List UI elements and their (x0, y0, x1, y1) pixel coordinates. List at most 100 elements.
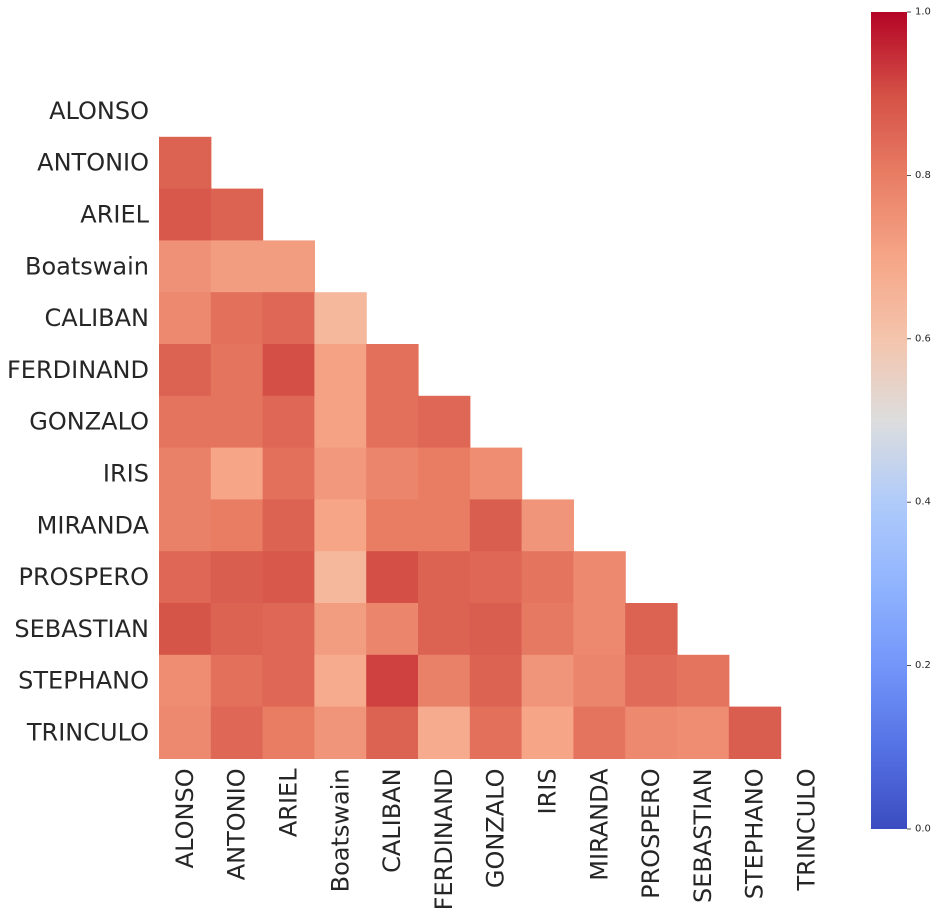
heatmap-cell-trinculo-stephano (728, 706, 782, 759)
heatmap-cell-trinculo-boatswain (314, 706, 367, 759)
heatmap-cell-trinculo-iris (521, 706, 574, 759)
heatmap-cell-iris-alonso (159, 447, 212, 500)
heatmap-cell-sebastian-ferdinand (418, 603, 471, 656)
row-label-miranda: MIRANDA (37, 511, 150, 539)
heatmap-cell-miranda-ariel (262, 499, 315, 552)
column-label-alonso: ALONSO (171, 768, 199, 868)
colorbar: 0.0 0.2 0.4 0.6 0.8 1.0 (871, 7, 931, 835)
heatmap-cell-gonzalo-alonso (159, 395, 212, 449)
heatmap-cell-gonzalo-antonio (210, 395, 264, 449)
heatmap-cell-ferdinand-antonio (210, 344, 264, 397)
heatmap-cell-ferdinand-boatswain (314, 344, 367, 397)
heatmap-cell-sebastian-boatswain (314, 603, 367, 656)
heatmap-cell-miranda-gonzalo (469, 499, 523, 552)
column-label-trinculo: TRINCULO (793, 768, 821, 891)
heatmap-cell-stephano-antonio (210, 654, 264, 708)
heatmap-cell-iris-ariel (262, 447, 315, 500)
heatmap-cell-caliban-boatswain (314, 292, 367, 345)
heatmap-cell-trinculo-caliban (366, 706, 419, 759)
heatmap-cell-prospero-alonso (159, 551, 212, 604)
heatmap-cell-caliban-alonso (159, 292, 212, 345)
heatmap-cell-boatswain-alonso (159, 240, 212, 293)
column-label-boatswain: Boatswain (326, 768, 354, 892)
column-label-prospero: PROSPERO (637, 768, 665, 898)
heatmap-cell-prospero-antonio (210, 551, 264, 604)
row-labels: ALONSO ANTONIO ARIEL Boatswain CALIBAN FERDIN… (7, 97, 150, 747)
heatmap-cell-prospero-ferdinand (418, 551, 471, 604)
column-label-antonio: ANTONIO (223, 768, 251, 880)
colorbar-tick-label: 0.0 (915, 824, 931, 835)
heatmap-cell-iris-antonio (210, 447, 264, 500)
row-label-caliban: CALIBAN (45, 304, 149, 332)
heatmap-cell-antonio-alonso (159, 136, 212, 190)
column-label-gonzalo: GONZALO (482, 768, 510, 888)
heatmap-cell-miranda-boatswain (314, 499, 367, 552)
colorbar-tick-label: 1.0 (915, 7, 931, 18)
heatmap-cell-sebastian-prospero (625, 603, 678, 656)
heatmap-cell-trinculo-antonio (210, 706, 264, 759)
heatmap-cell-boatswain-antonio (210, 240, 264, 293)
heatmap-cell-miranda-ferdinand (418, 499, 471, 552)
column-label-iris: IRIS (534, 768, 562, 814)
heatmap-cell-gonzalo-caliban (366, 395, 419, 449)
heatmap-cell-sebastian-miranda (573, 603, 626, 656)
row-label-trinculo: TRINCULO (26, 719, 149, 747)
heatmap-cell-sebastian-ariel (262, 603, 315, 656)
heatmap-cell-trinculo-alonso (159, 706, 212, 759)
heatmap-cell-miranda-antonio (210, 499, 264, 552)
heatmap-cell-stephano-alonso (159, 654, 212, 708)
row-label-antonio: ANTONIO (37, 149, 149, 177)
row-label-boatswain: Boatswain (25, 252, 149, 280)
heatmap-cell-caliban-ariel (262, 292, 315, 345)
heatmap-cell-ariel-alonso (159, 188, 212, 241)
heatmap-cell-boatswain-ariel (262, 240, 315, 293)
row-label-prospero: PROSPERO (19, 563, 149, 591)
heatmap-cell-ferdinand-alonso (159, 344, 212, 397)
heatmap-cell-trinculo-miranda (573, 706, 626, 759)
heatmap-cell-sebastian-antonio (210, 603, 264, 656)
heatmap-cell-prospero-gonzalo (469, 551, 523, 604)
heatmap-cell-sebastian-iris (521, 603, 574, 656)
heatmap-cells (159, 136, 782, 759)
column-label-sebastian: SEBASTIAN (689, 768, 717, 903)
heatmap-cell-stephano-miranda (573, 654, 626, 708)
heatmap-cell-miranda-caliban (366, 499, 419, 552)
heatmap-cell-miranda-iris (521, 499, 574, 552)
heatmap-cell-prospero-iris (521, 551, 574, 604)
heatmap-cell-trinculo-sebastian (677, 706, 730, 759)
heatmap-cell-stephano-ferdinand (418, 654, 471, 708)
row-label-alonso: ALONSO (49, 97, 149, 125)
heatmap-cell-prospero-miranda (573, 551, 626, 604)
row-label-ariel: ARIEL (80, 201, 149, 229)
column-label-miranda: MIRANDA (585, 768, 613, 881)
heatmap-cell-stephano-gonzalo (469, 654, 523, 708)
heatmap-cell-trinculo-gonzalo (469, 706, 523, 759)
column-label-ferdinand: FERDINAND (430, 768, 458, 910)
heatmap-cell-gonzalo-ariel (262, 395, 315, 449)
column-label-stephano: STEPHANO (741, 768, 769, 899)
heatmap-cell-stephano-prospero (625, 654, 678, 708)
heatmap-cell-gonzalo-ferdinand (418, 395, 471, 449)
colorbar-tick-label: 0.6 (915, 333, 931, 344)
heatmap-cell-iris-gonzalo (469, 447, 523, 500)
heatmap-cell-stephano-ariel (262, 654, 315, 708)
heatmap-cell-stephano-sebastian (677, 654, 730, 708)
column-labels: ALONSO ANTONIO ARIEL Boatswain CALIBAN FERDIN… (171, 768, 821, 911)
colorbar-tick-label: 0.4 (915, 497, 931, 508)
colorbar-ticks: 0.0 0.2 0.4 0.6 0.8 1.0 (907, 7, 931, 835)
heatmap-cell-trinculo-ferdinand (418, 706, 471, 759)
heatmap-cell-miranda-alonso (159, 499, 212, 552)
row-label-stephano: STEPHANO (18, 667, 149, 695)
heatmap-cell-prospero-caliban (366, 551, 419, 604)
colorbar-tick-label: 0.2 (915, 660, 931, 671)
heatmap-cell-stephano-iris (521, 654, 574, 708)
row-label-sebastian: SEBASTIAN (14, 615, 149, 643)
heatmap-cell-ferdinand-caliban (366, 344, 419, 397)
heatmap-cell-ariel-antonio (210, 188, 264, 241)
column-label-caliban: CALIBAN (378, 768, 406, 872)
colorbar-tick-label: 0.8 (915, 170, 931, 181)
heatmap-cell-prospero-ariel (262, 551, 315, 604)
heatmap-cell-gonzalo-boatswain (314, 395, 367, 449)
heatmap-cell-stephano-boatswain (314, 654, 367, 708)
heatmap-cell-iris-caliban (366, 447, 419, 500)
